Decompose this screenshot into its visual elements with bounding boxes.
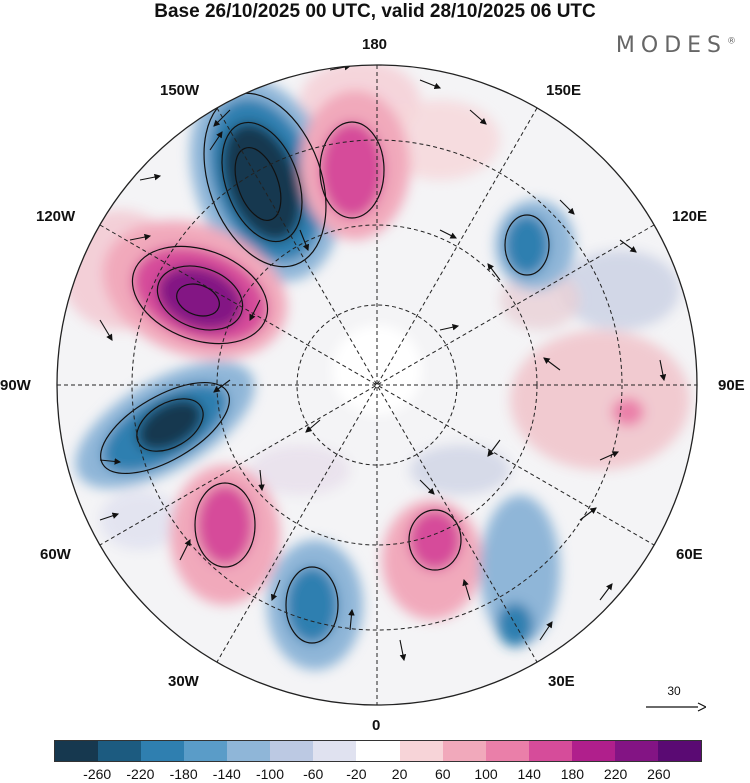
reference-arrow-icon [646, 702, 706, 712]
lon-label-180: 180 [362, 36, 388, 53]
colorbar-swatch [614, 741, 658, 761]
lon-label-30w: 30W [168, 673, 199, 690]
colorbar-tick-label: -60 [303, 766, 324, 782]
map-boundary [56, 64, 698, 706]
lon-label-90e: 90E [718, 377, 745, 394]
colorbar-swatch [270, 741, 314, 761]
colorbar-tick-label: 180 [560, 766, 585, 782]
colorbar-tick-label: 260 [647, 766, 671, 782]
colorbar-tick-label: 20 [391, 766, 408, 782]
anomaly-field [60, 65, 690, 670]
lon-label-120w: 120W [36, 208, 76, 225]
colorbar-swatch [98, 741, 142, 761]
lon-label-150e: 150E [546, 82, 582, 99]
colorbar-swatch [571, 741, 615, 761]
lon-label-90w: 90W [0, 377, 31, 394]
colorbar-tick-label: 60 [435, 766, 451, 782]
colorbar-swatch [227, 741, 271, 761]
colorbar-tick-label: 140 [517, 766, 541, 782]
wind-vectors [99, 65, 667, 662]
lon-label-150w: 150W [160, 82, 200, 99]
colorbar-tick-label: -100 [255, 766, 285, 782]
colorbar-tick-label: -140 [212, 766, 241, 782]
colorbar-tick-label: 220 [603, 766, 628, 782]
map-title: Base 26/10/2025 00 UTC, valid 28/10/2025… [154, 1, 596, 22]
colorbar-tick-label: -260 [83, 766, 112, 782]
colorbar-swatch [485, 741, 529, 761]
reference-vector: 30 [644, 684, 706, 714]
lon-label-30e: 30E [548, 673, 575, 690]
colorbar-tick-label: 100 [474, 766, 498, 782]
colorbar-swatch [55, 741, 99, 761]
colorbar-tick-label: -20 [346, 766, 367, 782]
colorbar-tick-label: -180 [169, 766, 198, 782]
lon-label-0: 0 [372, 717, 381, 734]
colorbar-swatch [528, 741, 572, 761]
colorbar-swatch [399, 741, 443, 761]
colorbar [54, 740, 702, 762]
colorbar-swatch [141, 741, 185, 761]
reference-vector-value: 30 [667, 684, 681, 698]
graticule [57, 65, 697, 705]
colorbar-swatch [442, 741, 486, 761]
colorbar-tick-label: -220 [126, 766, 155, 782]
colorbar-swatch [184, 741, 228, 761]
lon-label-60e: 60E [676, 546, 703, 563]
lon-label-60w: 60W [40, 546, 71, 563]
colorbar-swatch [657, 741, 701, 761]
modes-logo: MODES® [615, 33, 736, 58]
lon-label-120e: 120E [672, 208, 708, 225]
colorbar-swatch [356, 741, 400, 761]
colorbar-swatch [313, 741, 357, 761]
